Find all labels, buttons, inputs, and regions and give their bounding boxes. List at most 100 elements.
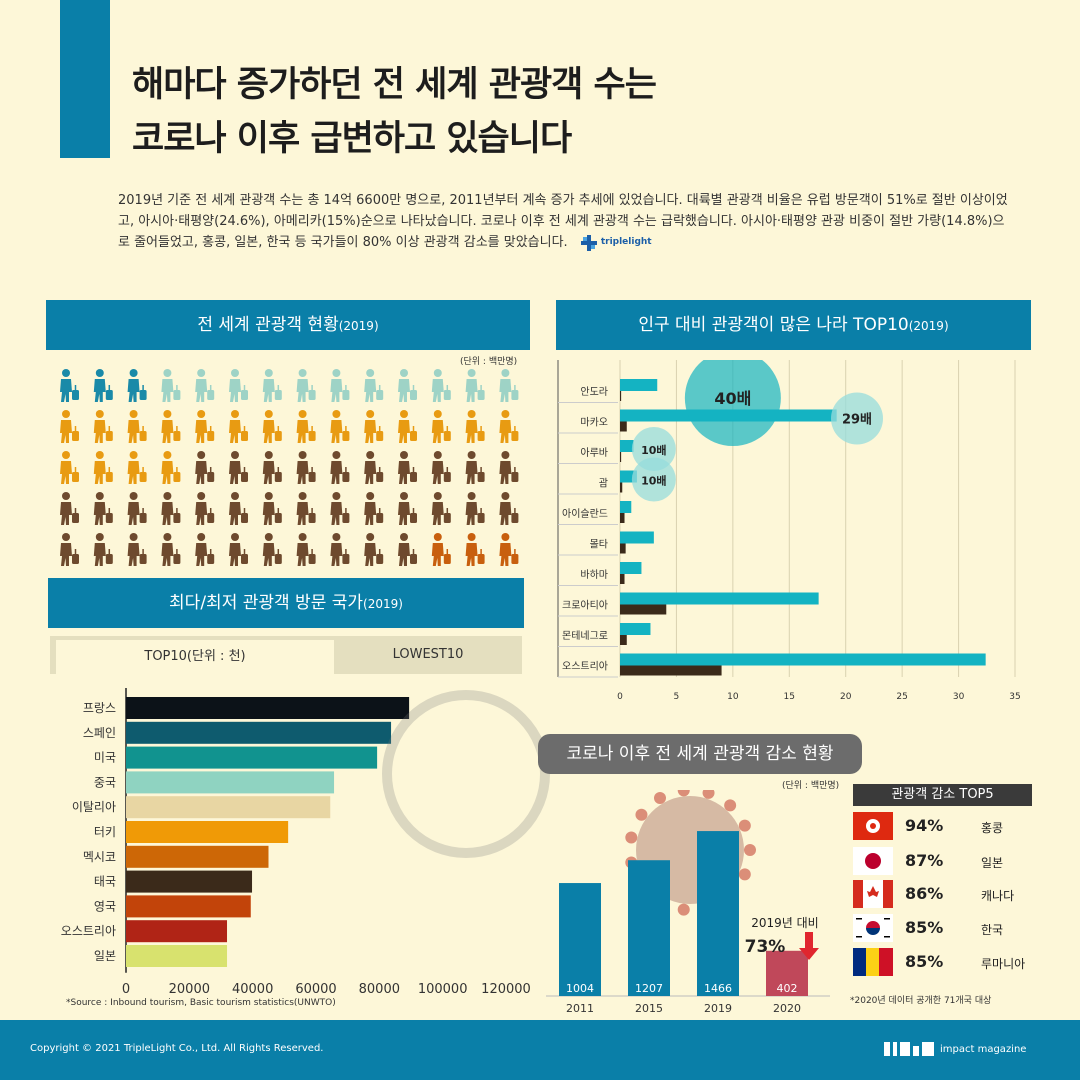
traveler-icon	[296, 369, 316, 402]
visit-bar	[126, 945, 228, 967]
suitcase	[443, 513, 451, 523]
traveler-icon	[296, 410, 316, 443]
top10-section-year: (2019)	[908, 319, 949, 333]
traveler-body	[364, 502, 377, 525]
traveler-body	[296, 543, 309, 566]
visit-bar	[126, 920, 228, 943]
traveler-icon	[262, 410, 282, 443]
traveler-body	[229, 502, 241, 525]
traveler-head	[366, 369, 375, 377]
covid-bar	[766, 950, 808, 996]
traveler-body	[398, 543, 410, 566]
suitcase	[241, 390, 248, 400]
traveler-icon	[60, 533, 79, 566]
x-tick-label: 80000	[359, 982, 400, 993]
traveler-icon	[195, 492, 215, 525]
traveler-body	[127, 379, 140, 402]
x-tick-label: 20	[840, 692, 852, 702]
visitors-bar	[620, 379, 658, 391]
traveler-icon	[93, 369, 113, 402]
population-bar	[620, 574, 625, 584]
traveler-icon	[499, 410, 519, 443]
suitcase	[443, 431, 451, 441]
traveler-icon	[161, 533, 181, 566]
suitcase	[308, 554, 316, 564]
population-bar	[620, 665, 722, 676]
suitcase	[477, 431, 485, 441]
traveler-head	[129, 492, 138, 500]
traveler-head	[231, 369, 239, 377]
traveler-body	[229, 543, 241, 566]
brand-text: impact magazine	[940, 1043, 1027, 1055]
top5-row-romania: 85% 루마니아	[853, 948, 1033, 978]
traveler-head	[400, 410, 408, 418]
suitcase	[443, 472, 451, 482]
traveler-body	[364, 420, 377, 443]
traveler-head	[95, 410, 104, 418]
visitors-bar	[620, 531, 654, 544]
traveler-icon	[465, 410, 485, 443]
bar-value-label: 1207	[635, 982, 663, 995]
traveler-head	[264, 451, 273, 459]
traveler-head	[400, 492, 408, 500]
traveler-body	[60, 379, 72, 402]
covid-section-header: 코로나 이후 전 세계 관광객 감소 현황	[538, 734, 862, 774]
traveler-body	[499, 420, 512, 443]
suitcase	[410, 431, 417, 441]
traveler-head	[400, 533, 408, 541]
traveler-body	[93, 502, 106, 525]
visitors-bar	[620, 653, 986, 666]
traveler-head	[95, 533, 104, 541]
traveler-body	[364, 543, 377, 566]
category-label: 아이슬란드	[562, 508, 608, 520]
population-bar	[620, 421, 627, 432]
traveler-body	[364, 379, 377, 402]
traveler-body	[465, 543, 478, 566]
traveler-head	[129, 369, 138, 377]
traveler-head	[231, 533, 239, 541]
suitcase	[274, 554, 282, 564]
traveler-body	[93, 420, 106, 443]
suitcase	[376, 513, 384, 523]
traveler-body	[431, 502, 444, 525]
traveler-body	[398, 420, 410, 443]
traveler-body	[195, 420, 208, 443]
traveler-icon	[499, 492, 519, 525]
suitcase	[241, 431, 248, 441]
ratio-bubble-label: 10배	[641, 443, 666, 457]
top5-row-japan: 87% 일본	[853, 847, 1033, 877]
traveler-body	[330, 379, 343, 402]
traveler-head	[298, 369, 307, 377]
traveler-body	[499, 543, 512, 566]
population-bar	[620, 391, 622, 401]
suitcase	[173, 513, 181, 523]
category-label: 오스트리아	[562, 661, 608, 673]
suitcase	[342, 554, 350, 564]
covid-bar	[628, 860, 670, 996]
suitcase	[207, 513, 215, 523]
top10-section-header: 인구 대비 관광객이 많은 나라 TOP10(2019)	[556, 300, 1031, 350]
world-section-header: 전 세계 관광객 현황(2019)	[46, 300, 530, 350]
top5-pct: 86%	[905, 884, 944, 903]
visitors-bar	[620, 562, 642, 574]
traveler-head	[501, 492, 510, 500]
traveler-body	[93, 379, 106, 402]
traveler-body	[262, 379, 275, 402]
suitcase	[105, 390, 113, 400]
top5-header: 관광객 감소 TOP5	[853, 784, 1032, 806]
tab-top10[interactable]: TOP10(단위 : 천)	[56, 640, 334, 674]
traveler-icon	[195, 410, 215, 443]
traveler-head	[129, 410, 138, 418]
visit-bar	[126, 697, 410, 719]
suitcase	[342, 431, 350, 441]
traveler-icon	[229, 533, 248, 566]
pictogram-svg	[60, 369, 519, 566]
callout-label: 2019년 대비	[751, 916, 818, 930]
suitcase	[443, 390, 451, 400]
traveler-head	[163, 369, 172, 377]
traveler-body	[262, 502, 275, 525]
ratio-bubble	[831, 392, 883, 445]
japan-flag-icon	[853, 847, 893, 875]
suitcase	[511, 554, 519, 564]
tab-lowest10[interactable]: LOWEST10	[392, 647, 464, 662]
